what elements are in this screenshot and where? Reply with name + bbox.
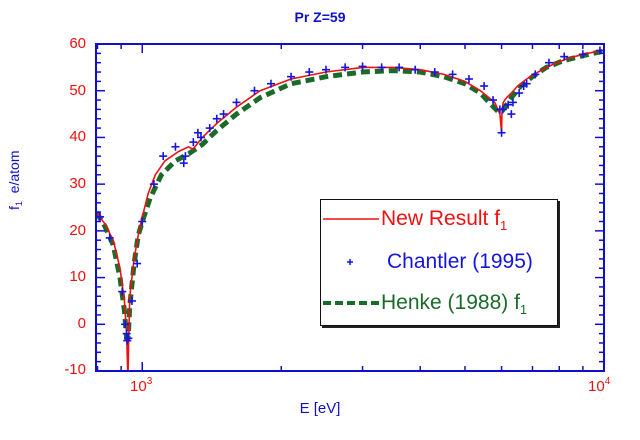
- legend-subscript: 1: [500, 217, 508, 233]
- chart-title: Pr Z=59: [294, 9, 346, 25]
- y-axis-label-f: f: [6, 206, 22, 210]
- legend-label-new-result: New Result f: [381, 207, 501, 230]
- plus-marker-icon: [321, 247, 381, 277]
- plot-frame: [95, 43, 605, 372]
- y-tick-minus10: -10: [64, 361, 86, 378]
- x-tick-10000-exp: 4: [604, 376, 611, 387]
- legend-label-henke: Henke (1988) f: [381, 291, 520, 314]
- y-tick-30: 30: [69, 175, 86, 192]
- y-tick-50: 50: [69, 82, 86, 99]
- legend-label-chantler: Chantler (1995): [387, 250, 533, 273]
- y-axis-label: f1 e/atom: [6, 150, 24, 211]
- y-tick-40: 40: [69, 128, 86, 145]
- x-tick-1000-exp: 3: [146, 376, 153, 387]
- y-axis-label-unit: e/atom: [6, 150, 22, 202]
- y-tick-20: 20: [69, 222, 86, 239]
- legend-item-chantler: Chantler (1995): [321, 247, 533, 277]
- solid-line-icon: [321, 204, 381, 234]
- dashed-line-icon: [321, 288, 381, 318]
- plot-series: [96, 46, 604, 371]
- y-tick-10: 10: [69, 268, 86, 285]
- y-tick-0: 0: [77, 315, 86, 332]
- x-axis-label: E [eV]: [299, 400, 341, 417]
- y-axis-label-subscript: 1: [14, 201, 24, 207]
- x-tick-10000-base: 10: [588, 378, 605, 395]
- x-tick-10000: 104: [588, 376, 611, 395]
- y-tick-60: 60: [69, 35, 86, 52]
- x-tick-1000-base: 10: [130, 378, 147, 395]
- legend-subscript: 1: [519, 301, 528, 317]
- x-tick-1000: 103: [130, 376, 153, 395]
